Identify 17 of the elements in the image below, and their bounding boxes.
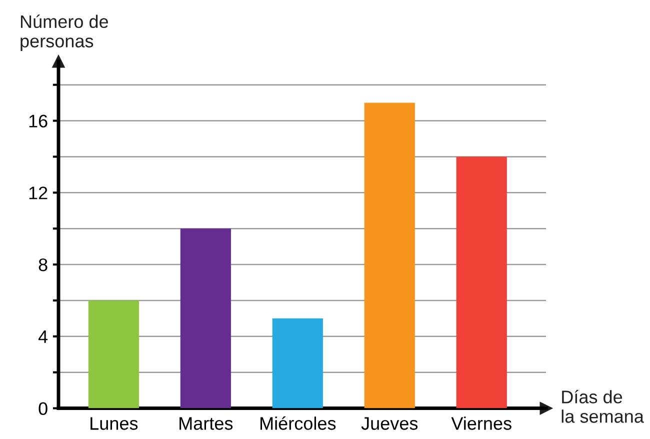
- bar: [180, 228, 231, 408]
- bar: [456, 156, 507, 408]
- x-tick-label: Lunes: [90, 417, 138, 430]
- x-tick-label: Martes: [180, 417, 233, 430]
- y-tick-label: 8: [38, 258, 48, 272]
- x-tick-label: Miércoles: [260, 416, 336, 430]
- bar: [272, 318, 323, 408]
- x-tick-label: Jueves: [361, 417, 418, 430]
- x-axis-title: Días de la semana: [562, 390, 644, 423]
- bar: [364, 102, 415, 408]
- y-tick-label: 12: [29, 186, 48, 200]
- y-tick-label: 4: [38, 330, 48, 343]
- x-tick-label: Viernes: [451, 416, 512, 430]
- y-axis-title: Número de personas: [20, 14, 108, 52]
- y-tick-label: 16: [29, 114, 48, 128]
- y-tick-label: 0: [38, 402, 48, 415]
- bar: [88, 300, 139, 408]
